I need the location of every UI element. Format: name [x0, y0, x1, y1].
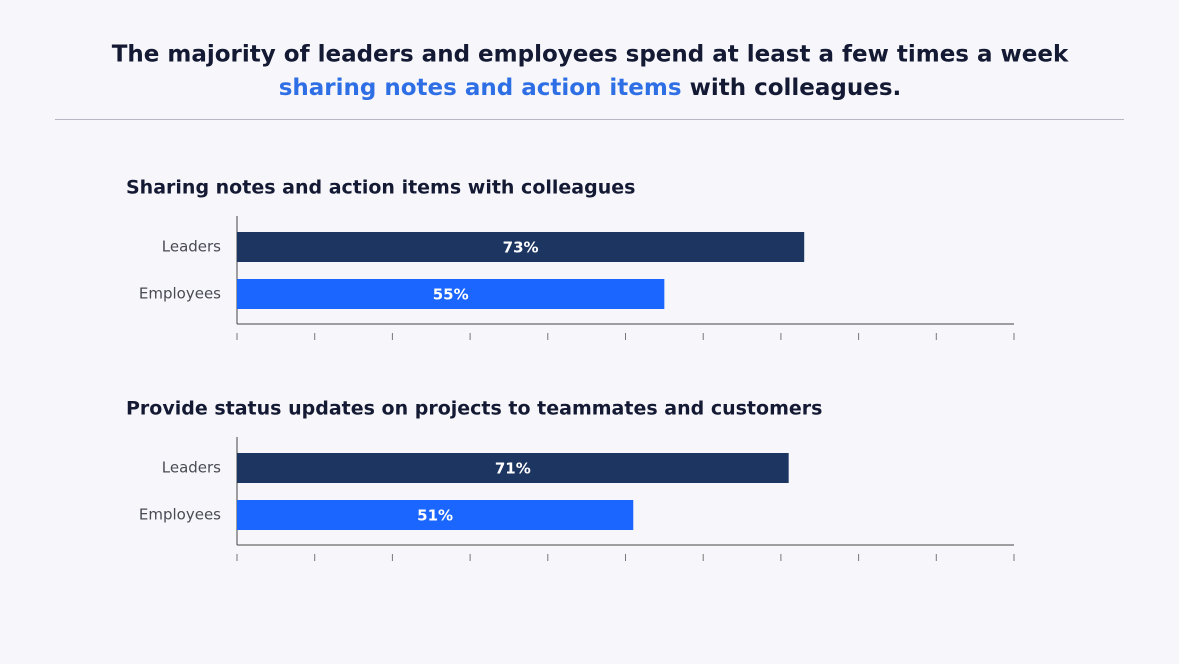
value-label: 71%	[495, 460, 531, 478]
bar	[237, 279, 665, 309]
chart-title: Provide status updates on projects to te…	[126, 398, 822, 420]
bar	[237, 500, 634, 530]
value-label: 51%	[417, 507, 453, 525]
headline-highlight: sharing notes and action items	[279, 75, 682, 101]
value-label: 73%	[503, 239, 539, 257]
category-label: Employees	[139, 285, 221, 303]
bar	[237, 453, 789, 483]
value-label: 55%	[433, 286, 469, 304]
headline-line2: sharing notes and action items with coll…	[279, 75, 902, 101]
headline: The majority of leaders and employees sp…	[112, 42, 1069, 68]
headline-end: with colleagues.	[690, 75, 902, 101]
chart-title: Sharing notes and action items with coll…	[126, 177, 635, 199]
category-label: Leaders	[162, 459, 221, 477]
bar	[237, 232, 805, 262]
category-label: Employees	[139, 506, 221, 524]
category-label: Leaders	[162, 238, 221, 256]
